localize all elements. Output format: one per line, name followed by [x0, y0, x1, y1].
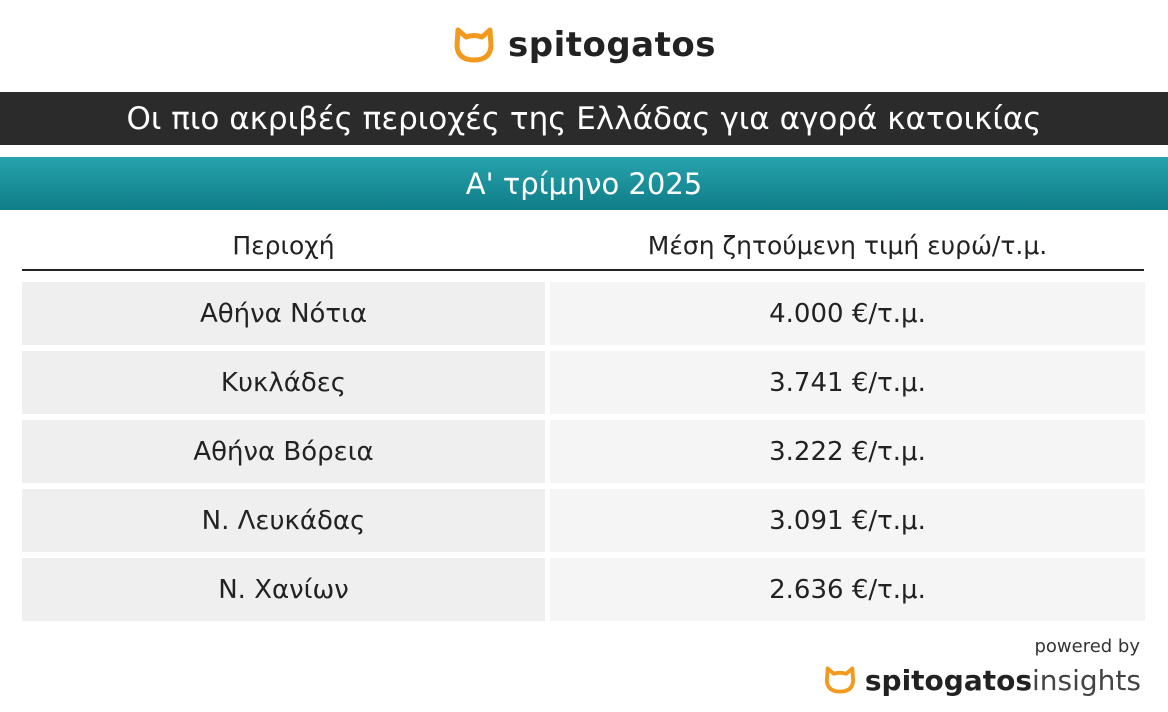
brand-suffix: insights [1032, 663, 1141, 697]
table-cell: 3.222 €/τ.μ. [550, 420, 1145, 483]
powered-by: powered by [1034, 636, 1140, 657]
table-cell: 4.000 €/τ.μ. [550, 282, 1145, 345]
table-cell: Αθήνα Νότια [22, 282, 545, 345]
logo-icon [454, 27, 494, 63]
column-header: Περιοχή [232, 230, 335, 260]
table-cell: Κυκλάδες [22, 351, 545, 414]
table-cell: Ν. Λευκάδας [22, 489, 545, 552]
title: Οι πιο ακριβές περιοχές της Ελλάδας για … [0, 92, 1168, 145]
header-rule [22, 269, 1144, 271]
column-header: Μέση ζητούμενη τιμή ευρώ/τ.μ. [647, 230, 1048, 260]
footer-brand: spitogatosinsights [823, 660, 1141, 700]
table-cell: 3.741 €/τ.μ. [550, 351, 1145, 414]
brand-icon [824, 666, 855, 694]
table-cell: Αθήνα Βόρεια [22, 420, 545, 483]
brand-name: spitogatos [864, 663, 1033, 697]
table-cell: 3.091 €/τ.μ. [550, 489, 1145, 552]
logo-text: spitogatos [508, 25, 716, 65]
subtitle: Α' τρίμηνο 2025 [0, 157, 1168, 210]
table-cell: 2.636 €/τ.μ. [550, 558, 1145, 621]
logo: spitogatos [0, 22, 1168, 68]
table-cell: Ν. Χανίων [22, 558, 545, 621]
